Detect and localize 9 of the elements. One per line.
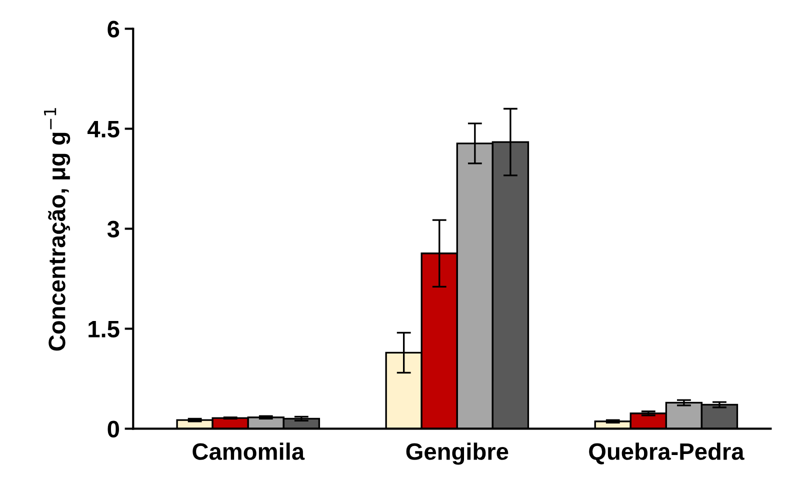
y-tick-label: 3 — [107, 220, 120, 238]
y-axis-title: Concentração, μg g$^{−1}$ — [44, 108, 70, 351]
y-tick-label: 1.5 — [88, 321, 120, 338]
x-tick-label: Camomila — [192, 442, 305, 460]
x-tick-label: Quebra-Pedra — [589, 442, 744, 464]
y-tick-label: 4.5 — [88, 121, 120, 138]
y-tick-label: 6 — [108, 20, 120, 38]
y-tick-label: 0 — [108, 420, 119, 438]
x-tick-label: Gengibre — [406, 442, 508, 465]
